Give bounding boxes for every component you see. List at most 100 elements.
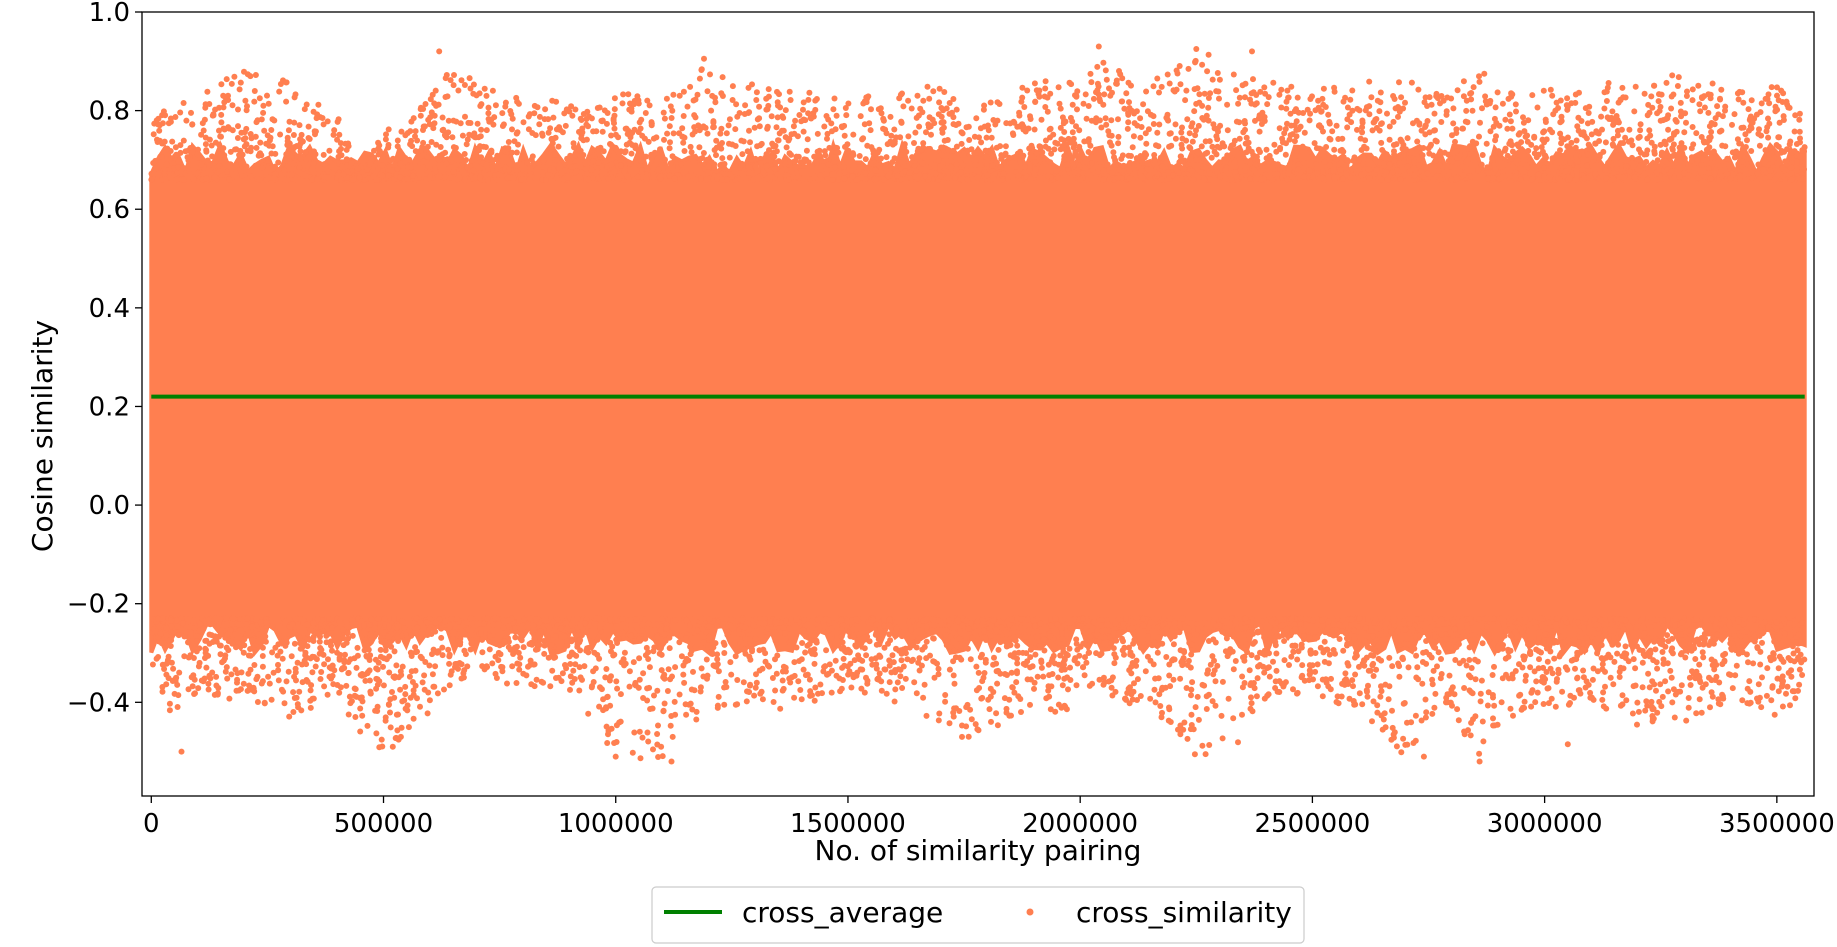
scatter-point xyxy=(1472,151,1479,158)
scatter-point xyxy=(1069,160,1076,166)
scatter-point xyxy=(983,153,990,160)
scatter-point xyxy=(399,618,406,625)
scatter-point xyxy=(1209,698,1216,705)
scatter-point xyxy=(832,657,839,664)
scatter-point xyxy=(1073,636,1080,643)
scatter-point xyxy=(1097,164,1104,171)
scatter-point xyxy=(1665,126,1672,133)
scatter-point xyxy=(398,672,405,678)
scatter-point xyxy=(326,147,333,154)
scatter-point xyxy=(1378,657,1385,664)
scatter-point xyxy=(930,616,937,623)
scatter-point xyxy=(930,635,937,642)
scatter-point xyxy=(1424,631,1431,638)
scatter-point xyxy=(1018,98,1025,105)
scatter-point xyxy=(311,148,317,155)
scatter-point xyxy=(727,622,734,629)
scatter-point xyxy=(1086,649,1093,656)
scatter-point xyxy=(876,641,883,648)
scatter-point xyxy=(1201,619,1208,626)
scatter-point xyxy=(412,667,419,674)
scatter-point xyxy=(1261,84,1268,91)
scatter-point xyxy=(1788,164,1795,171)
scatter-point xyxy=(1005,176,1011,182)
scatter-point xyxy=(1795,631,1802,638)
scatter-point xyxy=(378,736,385,743)
scatter-point xyxy=(1044,108,1051,115)
scatter-point xyxy=(1111,651,1118,658)
scatter-point xyxy=(1176,629,1183,636)
scatter-point xyxy=(166,707,173,714)
scatter-point xyxy=(1098,616,1105,623)
scatter-point xyxy=(1722,650,1729,657)
scatter-point xyxy=(1376,108,1383,115)
scatter-point xyxy=(782,630,789,637)
scatter-point xyxy=(1667,667,1674,674)
scatter-point xyxy=(950,658,957,665)
scatter-point xyxy=(1038,657,1045,664)
scatter-point xyxy=(624,173,631,180)
scatter-point xyxy=(351,685,358,692)
scatter-point xyxy=(265,673,272,680)
scatter-point xyxy=(1698,162,1705,168)
scatter-point xyxy=(307,687,314,694)
scatter-point xyxy=(1239,684,1246,691)
scatter-point xyxy=(1379,147,1386,153)
scatter-point xyxy=(1628,641,1635,648)
scatter-point xyxy=(512,634,519,641)
scatter-point xyxy=(1183,87,1190,94)
scatter-point xyxy=(394,143,401,150)
scatter-point xyxy=(607,639,614,646)
scatter-point xyxy=(307,704,314,711)
scatter-point xyxy=(1414,138,1421,145)
scatter-point xyxy=(377,646,384,653)
scatter-point xyxy=(217,651,224,658)
scatter-point xyxy=(218,111,225,118)
scatter-point xyxy=(1062,140,1068,147)
scatter-point xyxy=(1534,689,1541,696)
scatter-point xyxy=(1096,638,1102,645)
scatter-point xyxy=(451,72,457,78)
scatter-point xyxy=(1177,81,1184,88)
scatter-point xyxy=(461,82,468,88)
scatter-point xyxy=(916,123,923,130)
scatter-point xyxy=(824,135,830,142)
scatter-point xyxy=(1689,86,1696,93)
scatter-point xyxy=(259,663,266,670)
scatter-point xyxy=(1216,76,1223,83)
scatter-point xyxy=(1087,70,1094,77)
scatter-point xyxy=(1699,684,1706,691)
scatter-point xyxy=(650,746,656,753)
scatter-point xyxy=(1683,717,1690,724)
scatter-point xyxy=(450,82,457,89)
scatter-point xyxy=(320,651,327,658)
scatter-point xyxy=(1293,133,1300,140)
scatter-point xyxy=(1177,622,1183,629)
scatter-point xyxy=(644,685,651,692)
scatter-point xyxy=(1555,666,1562,673)
scatter-point xyxy=(1408,719,1415,726)
scatter-point xyxy=(1386,683,1393,690)
scatter-point xyxy=(719,155,726,162)
scatter-point xyxy=(247,646,254,652)
scatter-point xyxy=(1632,682,1639,689)
scatter-point xyxy=(810,110,817,117)
scatter-point xyxy=(401,697,408,704)
scatter-point xyxy=(639,734,646,741)
scatter-point xyxy=(683,711,690,718)
scatter-point xyxy=(1282,126,1289,132)
scatter-point xyxy=(1477,119,1483,126)
scatter-point xyxy=(483,127,490,134)
scatter-point xyxy=(570,617,577,624)
scatter-point xyxy=(268,696,275,703)
scatter-point xyxy=(559,670,566,677)
scatter-point xyxy=(234,135,241,141)
scatter-point xyxy=(1452,138,1458,145)
scatter-point xyxy=(1204,68,1211,75)
scatter-point xyxy=(666,645,673,652)
scatter-point xyxy=(269,623,276,630)
scatter-point xyxy=(1182,97,1189,104)
scatter-point xyxy=(1163,654,1170,660)
scatter-point xyxy=(232,666,239,673)
scatter-point xyxy=(1416,162,1423,169)
